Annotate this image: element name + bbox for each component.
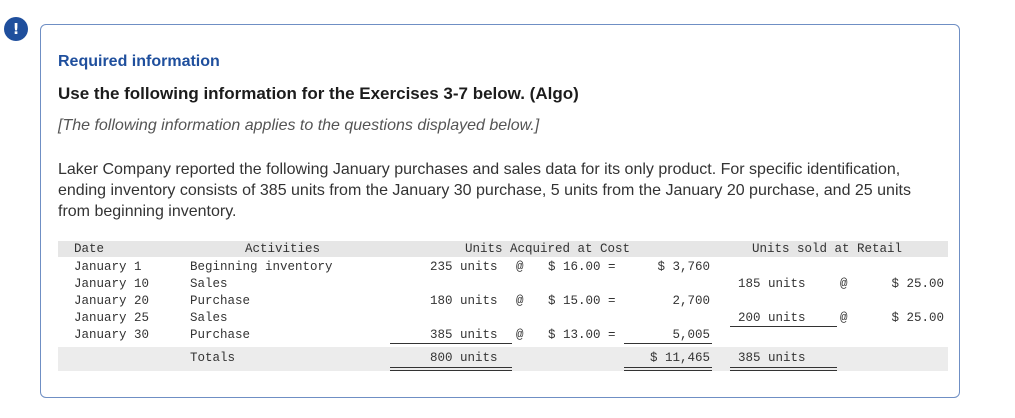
underline-sold-1: [730, 367, 837, 368]
cell-sold-units: 200 units: [738, 311, 806, 325]
header-activities: Activities: [245, 242, 321, 256]
cell-retail-price: $ 25.00: [891, 277, 944, 291]
required-info-title: Required information: [58, 53, 220, 70]
underline-units-1: [390, 367, 512, 368]
inventory-table: Date Activities Units Acquired at Cost U…: [58, 240, 948, 371]
cell-activity: Sales: [190, 277, 228, 291]
cell-date: January 25: [74, 311, 150, 325]
underline-cost-1: [624, 367, 712, 368]
header-units-sold: Units sold at Retail: [752, 242, 903, 256]
cell-sold-units: 185 units: [738, 277, 806, 291]
cell-acquired-cost: 2,700: [672, 294, 710, 308]
cell-retail-price: $ 25.00: [891, 311, 944, 325]
exercise-heading: Use the following information for the Ex…: [58, 84, 579, 103]
cell-date: January 1: [74, 260, 142, 274]
cell-acquired-at: @: [516, 294, 524, 308]
cell-acquired-cost: 5,005: [672, 328, 710, 342]
header-date: Date: [74, 242, 105, 256]
cell-acquired-at: @: [516, 260, 524, 274]
cell-activity: Sales: [190, 311, 228, 325]
cell-date: January 20: [74, 294, 150, 308]
table-header-row: [58, 241, 948, 257]
totals-label: Totals: [190, 351, 236, 365]
totals-sold-units: 385 units: [738, 351, 806, 365]
cell-unit-cost: $ 16.00 =: [548, 260, 616, 274]
cell-unit-cost: $ 13.00 =: [548, 328, 616, 342]
cell-date: January 10: [74, 277, 150, 291]
cell-acquired-units: 180 units: [430, 294, 498, 308]
cell-acquired-units: 235 units: [430, 260, 498, 274]
exclamation-icon: !: [12, 20, 20, 38]
applies-note: [The following information applies to th…: [58, 117, 540, 134]
cell-acquired-at: @: [516, 328, 524, 342]
cell-sold-at: @: [840, 311, 848, 325]
underline-last-units: [390, 343, 512, 344]
totals-acquired-units: 800 units: [430, 351, 498, 365]
cell-activity: Beginning inventory: [190, 260, 333, 274]
alert-icon: !: [4, 17, 28, 41]
info-card: [40, 24, 960, 398]
problem-description: Laker Company reported the following Jan…: [58, 161, 911, 220]
cell-date: January 30: [74, 328, 150, 342]
underline-last-sold: [730, 326, 837, 327]
cell-unit-cost: $ 15.00 =: [548, 294, 616, 308]
header-units-acquired: Units Acquired at Cost: [465, 242, 631, 256]
cell-activity: Purchase: [190, 294, 251, 308]
cell-sold-at: @: [840, 277, 848, 291]
cell-acquired-cost: $ 3,760: [657, 260, 710, 274]
underline-cost-2: [624, 370, 712, 371]
underline-sold-2: [730, 370, 837, 371]
cell-acquired-units: 385 units: [430, 328, 498, 342]
underline-units-2: [390, 370, 512, 371]
cell-activity: Purchase: [190, 328, 251, 342]
underline-last-cost: [624, 343, 712, 344]
totals-acquired-cost: $ 11,465: [649, 351, 710, 365]
